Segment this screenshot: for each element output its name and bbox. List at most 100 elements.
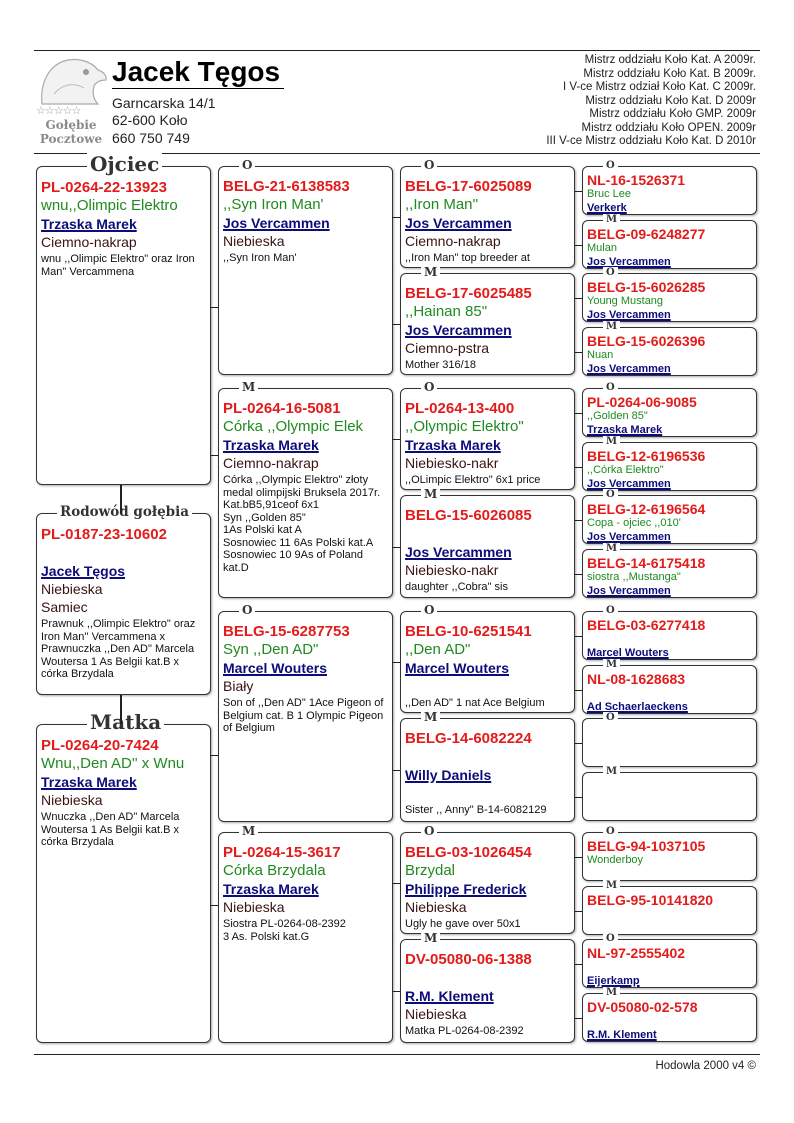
connector-line <box>575 352 582 353</box>
breeder-link[interactable]: Trzaska Marek <box>223 881 319 897</box>
ring-number: BELG-09-6248277 <box>587 226 706 242</box>
connector-line <box>211 755 218 756</box>
breeder-link[interactable]: Jos Vercammen <box>405 215 512 231</box>
breeder-row: Trzaska Marek <box>587 423 753 437</box>
achievements-list: Mistrz oddziału Koło Kat. A 2009r. Mistr… <box>546 54 756 149</box>
breeder-link[interactable]: R.M. Klement <box>587 1029 657 1041</box>
box-content: PL-0187-23-10602 Jacek Tęgos Niebieska Sami… <box>41 526 207 681</box>
pigeon-color: Niebiesko-nakr <box>405 455 499 471</box>
breeder-link[interactable]: R.M. Klement <box>405 988 494 1004</box>
great-great-grandparent-box: M BELG-14-6175418 siostra ,,Mustanga" Jos V… <box>582 543 757 598</box>
address-city: 62-600 Koło <box>112 112 188 128</box>
pigeon-sex: Samiec <box>41 599 88 615</box>
breeder-link[interactable]: Jacek Tęgos <box>41 563 126 579</box>
breeder-link[interactable]: Jos Vercammen <box>587 585 671 597</box>
pigeon-notes: Siostra PL-0264-08-2392 3 As. Polski kat… <box>223 918 346 943</box>
pigeon-name: Copa - ojciec ,,010' <box>587 517 681 529</box>
ring-number: BELG-03-1026454 <box>405 844 532 861</box>
breeder-link[interactable]: Jos Vercammen <box>587 478 671 490</box>
address-street: Garncarska 14/1 <box>112 95 216 111</box>
breeder-link[interactable]: Jos Vercammen <box>587 256 671 268</box>
connector-line <box>393 546 400 548</box>
pigeon-color <box>405 784 571 802</box>
breeder-row: Ad Schaerlaeckens <box>587 700 753 714</box>
breeder-row: Philippe Frederick <box>405 880 571 898</box>
pigeon-color: Niebieska <box>223 233 285 249</box>
box-content: NL-16-1526371 Bruc Lee Verkerk <box>587 172 753 215</box>
box-content: BELG-94-1037105 Wonderboy <box>587 838 753 881</box>
pigeon-name <box>405 525 571 543</box>
box-label: O <box>603 826 618 837</box>
connector-line <box>575 520 582 521</box>
breeder-link[interactable]: Jos Vercammen <box>587 309 671 321</box>
mother-box: Matka PL-0264-20-7424 Wnu,,Den AD'' x Wnu T… <box>36 710 211 1043</box>
breeder-row: Jos Vercammen <box>587 477 753 491</box>
pigeon-name: ,,Syn Iron Man' <box>223 196 324 213</box>
breeder-link[interactable]: Eijerkamp <box>587 975 640 987</box>
breeder-link[interactable]: Jos Vercammen <box>223 215 330 231</box>
breeder-link[interactable]: Philippe Frederick <box>405 881 527 897</box>
breeder-row: Jos Vercammen <box>405 543 571 561</box>
header-bottom-rule <box>34 153 760 154</box>
achievement: III V-ce Mistrz oddziału Koło Kat. D 201… <box>546 135 756 147</box>
breeder-row: R.M. Klement <box>587 1028 753 1042</box>
box-label: O <box>421 158 438 172</box>
breeder-link[interactable]: Verkerk <box>587 202 627 214</box>
box-content: PL-0264-15-3617 Córka Brzydala Trzaska Mar… <box>223 844 389 943</box>
pigeon-name <box>587 961 753 974</box>
breeder-link[interactable]: Marcel Wouters <box>405 660 509 676</box>
ring-number: BELG-10-6251541 <box>405 623 532 640</box>
breeder-link[interactable]: Trzaska Marek <box>41 774 137 790</box>
pigeon-name: ,,Den AD" <box>405 641 471 658</box>
breeder-link[interactable]: Willy Daniels <box>405 767 492 783</box>
pigeon-name: Córka ,,Olympic Elek <box>223 418 364 435</box>
box-label: O <box>239 158 256 172</box>
breeder-link[interactable]: Trzaska Marek <box>41 216 137 232</box>
breeder-row: Trzaska Marek <box>223 880 389 898</box>
great-grandparent-box: O PL-0264-13-400 ,,Olympic Elektro" Trzaska… <box>400 380 575 490</box>
great-grandparent-box: O BELG-03-1026454 Brzydal Philippe Frederic… <box>400 824 575 934</box>
connector-line <box>393 324 400 325</box>
breeder-link[interactable]: Jos Vercammen <box>587 531 671 543</box>
great-great-grandparent-box: O BELG-15-6026285 Young Mustang Jos Vercamm… <box>582 267 757 322</box>
pigeon-notes: wnu ,,Olimpic Elektro" oraz Iron Man" Ve… <box>41 253 195 278</box>
ring-number: BELG-15-6026085 <box>405 507 532 524</box>
box-label: O <box>603 267 618 278</box>
box-label: M <box>603 321 621 332</box>
breeder-link[interactable]: Marcel Wouters <box>223 660 327 676</box>
owner-name: Jacek Tęgos <box>112 56 285 89</box>
pigeon-name <box>587 794 753 807</box>
breeder-link[interactable]: Trzaska Marek <box>223 437 319 453</box>
breeder-link[interactable]: Jos Vercammen <box>405 544 512 560</box>
breeder-link[interactable]: Trzaska Marek <box>405 437 501 453</box>
logo-text-line2: Pocztowe <box>39 132 103 146</box>
ring-number: BELG-12-6196536 <box>587 448 706 464</box>
breeder-link[interactable]: Marcel Wouters <box>587 647 669 659</box>
pigeon-name: Wnu,,Den AD'' x Wnu <box>41 755 185 772</box>
achievement: Mistrz oddziału Koło Kat. D 2009r <box>585 94 756 107</box>
breeder-row: Trzaska Marek <box>41 215 207 233</box>
connector-line <box>575 857 582 858</box>
great-great-grandparent-box: O BELG-12-6196564 Copa - ojciec ,,010' Jos … <box>582 489 757 544</box>
achievement: Mistrz oddziału Koło Kat. B 2009r. <box>583 67 756 80</box>
box-label: O <box>603 489 618 500</box>
breeder-link[interactable]: Jos Vercammen <box>405 322 512 338</box>
connector-line <box>575 298 582 299</box>
box-label: O <box>603 605 618 616</box>
father-box: Ojciec PL-0264-22-13923 wnu,,Olimpic Elekt… <box>36 152 211 485</box>
connector-line <box>211 905 218 906</box>
stars-icon: ☆☆☆☆☆ <box>36 105 81 117</box>
ring-number: NL-97-2555402 <box>587 945 686 961</box>
breeder-link[interactable]: Ad Schaerlaeckens <box>587 701 688 713</box>
breeder-link[interactable]: Trzaska Marek <box>587 424 663 436</box>
box-content: BELG-14-6082224 Willy Daniels Sister ,, An… <box>405 730 571 817</box>
connector-line <box>575 245 582 246</box>
breeder-link[interactable]: Jos Vercammen <box>587 363 671 375</box>
box-content: PL-0264-13-400 ,,Olympic Elektro" Trzaska … <box>405 400 571 486</box>
breeder-row <box>587 807 753 821</box>
great-great-grandparent-box: M BELG-12-6196536 ,,Córka Elektro" Jos Verc… <box>582 436 757 491</box>
pigeon-name: ,,Córka Elektro" <box>587 464 664 476</box>
box-content: PL-0264-22-13923 wnu,,Olimpic Elektro Trza… <box>41 179 207 278</box>
pigeon-color: Niebiesko-nakr <box>405 562 499 578</box>
great-grandparent-box: M DV-05080-06-1388 R.M. Klement Niebieska Ma… <box>400 931 575 1043</box>
